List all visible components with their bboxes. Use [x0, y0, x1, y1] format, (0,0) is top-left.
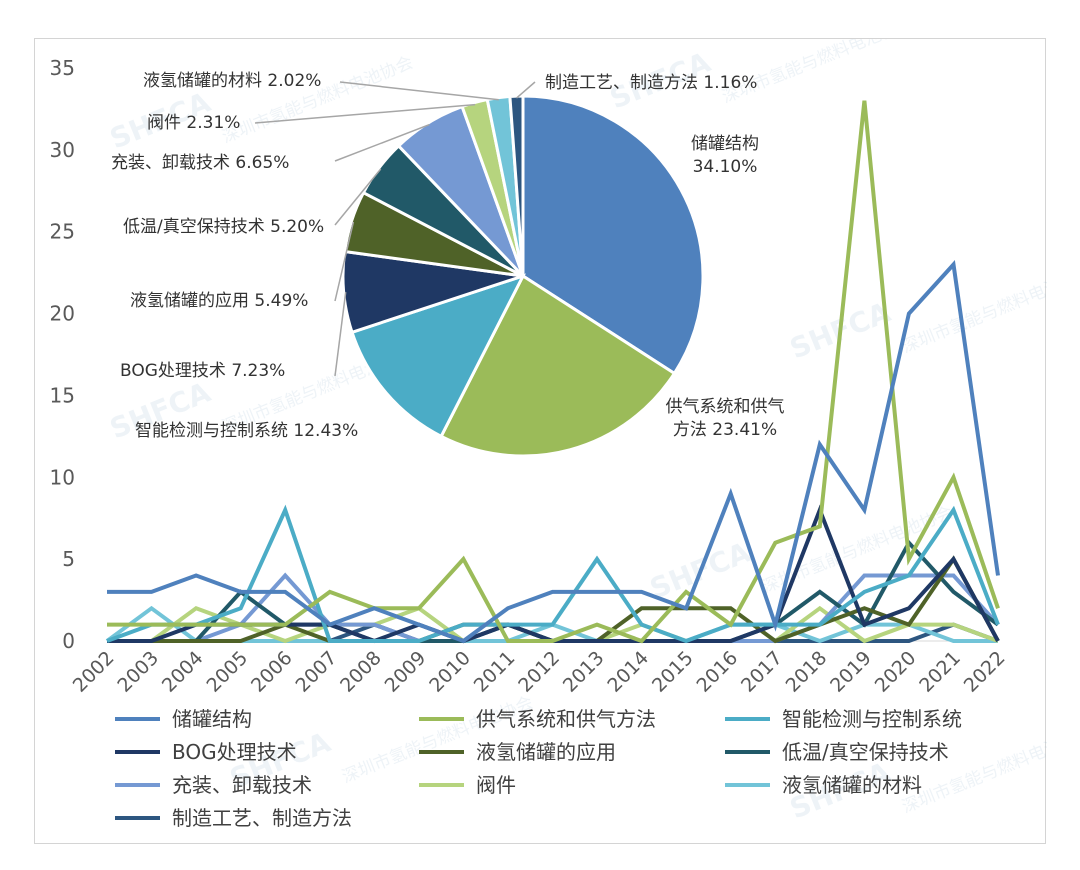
- legend-label: 智能检测与控制系统: [782, 707, 962, 731]
- y-tick-label: 0: [62, 629, 75, 653]
- pie-label: 34.10%: [693, 157, 758, 177]
- legend: 储罐结构 供气系统和供气方法 智能检测与控制系统 BOG处理技术 液氢储罐的应用 低温/真…: [115, 707, 962, 830]
- pie-leader-line: [334, 123, 430, 162]
- pie-label: 储罐结构: [691, 134, 759, 154]
- x-tick-label: 2010: [425, 647, 475, 697]
- pie-slice: [508, 94, 525, 277]
- y-tick-label: 30: [50, 138, 75, 162]
- x-tick-label: 2020: [871, 647, 921, 697]
- pie-label: 供气系统和供气: [666, 397, 785, 417]
- pie-leader-line: [254, 103, 476, 124]
- pie-label: 阀件 2.31%: [147, 113, 240, 133]
- pie-label: 低温/真空保持技术 5.20%: [123, 217, 324, 237]
- legend-label: 液氢储罐的材料: [782, 773, 922, 797]
- legend-label: 制造工艺、制造方法: [172, 806, 352, 830]
- y-tick-label: 35: [50, 56, 75, 80]
- series-line: [107, 555, 1000, 644]
- pie-chart: [341, 94, 705, 458]
- pie-label: 充装、卸载技术 6.65%: [111, 153, 289, 173]
- pie-labels: 储罐结构 34.10% 供气系统和供气方法 23.41% 智能检测与控制系统 12.4…: [111, 71, 785, 441]
- pie-label: BOG处理技术 7.23%: [120, 361, 285, 381]
- x-tick-label: 2019: [826, 647, 876, 697]
- pie-label: 液氢储罐的材料 2.02%: [143, 71, 321, 91]
- legend-label: 液氢储罐的应用: [476, 740, 616, 764]
- y-tick-label: 5: [62, 547, 75, 571]
- x-tick-label: 2013: [559, 647, 609, 697]
- legend-label: 储罐结构: [172, 707, 252, 731]
- pie-leader-line: [516, 81, 536, 99]
- legend-label: 充装、卸载技术: [172, 773, 312, 797]
- y-axis: 0 5 10 15 20 25 30 35: [50, 56, 75, 653]
- legend-label: 供气系统和供气方法: [476, 707, 656, 731]
- series-line: [106, 504, 1000, 644]
- pie-slice: [439, 273, 677, 458]
- x-tick-label: 2021: [915, 647, 965, 697]
- pie-label: 方法 23.41%: [673, 420, 777, 440]
- x-tick-label: 2007: [292, 647, 342, 697]
- watermark-text: 深圳市氢能与燃料电池协会: [219, 53, 416, 148]
- watermark-text: 深圳市氢能与燃料电池协会: [899, 723, 1047, 818]
- pie-label: 液氢储罐的应用 5.49%: [130, 291, 308, 311]
- series-line: [107, 100, 1000, 644]
- watermark-text: 深圳市氢能与燃料电池协会: [899, 263, 1047, 358]
- pie-slice: [350, 273, 526, 439]
- x-tick-label: 2022: [960, 647, 1010, 697]
- legend-label: BOG处理技术: [172, 740, 297, 764]
- pie-leader-line: [334, 168, 382, 226]
- y-tick-label: 10: [50, 465, 75, 489]
- pie-leader-line: [334, 221, 355, 302]
- y-tick-label: 15: [50, 383, 75, 407]
- legend-label: 阀件: [476, 773, 516, 797]
- x-tick-label: 2016: [692, 647, 742, 697]
- x-tick-label: 2018: [782, 647, 832, 697]
- x-tick-label: 2015: [648, 647, 698, 697]
- pie-leader-line: [339, 81, 499, 101]
- pie-label: 智能检测与控制系统 12.43%: [135, 421, 358, 441]
- x-tick-label: 2014: [603, 647, 653, 697]
- pie-label: 制造工艺、制造方法 1.16%: [545, 73, 757, 93]
- series-line: [107, 260, 1000, 644]
- x-tick-label: 2005: [202, 647, 252, 697]
- pie-leader-line: [334, 292, 347, 377]
- x-tick-label: 2003: [113, 647, 163, 697]
- y-tick-label: 20: [50, 302, 75, 326]
- chart-frame: SHFCA 深圳市氢能与燃料电池协会 SHFCA 深圳市氢能与燃料电池协会 SHFCA 深…: [34, 38, 1047, 844]
- x-tick-label: 2008: [336, 647, 386, 697]
- y-tick-label: 25: [50, 220, 75, 244]
- legend-label: 低温/真空保持技术: [782, 740, 949, 764]
- x-tick-label: 2002: [69, 647, 119, 697]
- x-tick-label: 2012: [514, 647, 564, 697]
- x-tick-label: 2017: [737, 647, 787, 697]
- x-tick-label: 2004: [158, 647, 208, 697]
- x-tick-label: 2009: [381, 647, 431, 697]
- series-lines: [105, 100, 1000, 644]
- x-tick-label: 2011: [470, 647, 520, 697]
- x-axis: 2002200320042005200620072008200920102011…: [69, 647, 1010, 697]
- x-tick-label: 2006: [247, 647, 297, 697]
